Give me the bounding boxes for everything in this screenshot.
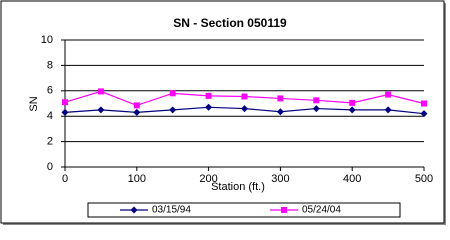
y-tick-label: 8 <box>47 59 53 71</box>
chart-title: SN - Section 050119 <box>173 16 287 30</box>
y-tick-label: 2 <box>47 136 53 148</box>
y-tick-label: 4 <box>47 110 53 122</box>
data-point <box>205 103 213 111</box>
data-point <box>133 108 141 116</box>
data-point <box>312 105 320 113</box>
data-point <box>61 108 69 116</box>
x-tick-label: 100 <box>128 173 146 185</box>
legend <box>87 202 401 218</box>
data-point <box>97 88 104 95</box>
chart: SN - Section 050119 Station (ft.) SN 0 2 4… <box>0 0 446 225</box>
legend-label: 03/15/94 <box>152 205 191 216</box>
legend-marker <box>130 206 138 214</box>
data-point <box>384 106 392 114</box>
legend-marker <box>281 207 287 213</box>
x-tick-label: 200 <box>199 173 217 185</box>
x-tick-label: 500 <box>415 173 433 185</box>
data-point <box>277 95 284 102</box>
data-point <box>133 102 140 109</box>
legend-label: 05/24/04 <box>302 205 341 216</box>
data-point <box>169 106 177 114</box>
data-point <box>241 105 248 113</box>
data-point <box>420 110 428 118</box>
y-tick-label: 10 <box>41 34 53 46</box>
data-point <box>348 106 356 114</box>
data-point <box>241 93 248 100</box>
data-point <box>313 97 320 104</box>
data-point <box>385 91 392 98</box>
x-tick-label: 0 <box>62 173 68 185</box>
data-point <box>276 108 284 116</box>
data-point <box>421 100 427 107</box>
data-point <box>97 106 105 114</box>
y-axis-label: SN <box>28 96 40 111</box>
data-point <box>169 90 176 97</box>
data-point <box>62 99 68 106</box>
x-axis-label: Station (ft.) <box>211 181 265 193</box>
data-point <box>349 99 356 106</box>
x-tick-label: 300 <box>271 173 289 185</box>
y-tick-label: 0 <box>47 161 53 173</box>
data-point <box>205 92 212 99</box>
x-tick-label: 400 <box>343 173 361 185</box>
y-tick-label: 6 <box>47 85 53 97</box>
